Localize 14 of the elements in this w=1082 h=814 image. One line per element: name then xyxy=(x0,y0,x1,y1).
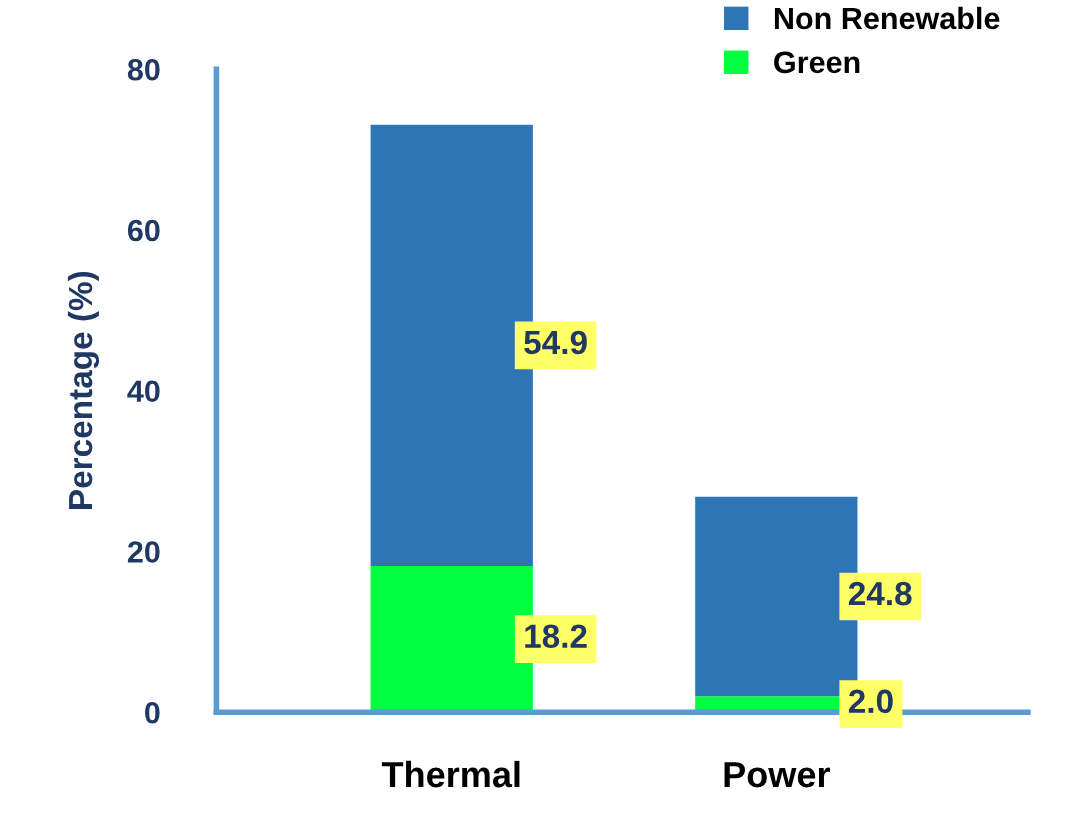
data-label: 18.2 xyxy=(525,624,587,649)
legend-label: Non Renewable xyxy=(774,6,1000,30)
data-label: 54.9 xyxy=(524,330,587,355)
y-tick-label: 40 xyxy=(127,380,160,403)
y-axis-title: Percentage (%) xyxy=(67,271,100,509)
x-tick-label: Power xyxy=(724,762,830,788)
y-tick-label: 80 xyxy=(127,58,160,81)
y-tick-label: 60 xyxy=(127,219,160,242)
y-tick-label: 20 xyxy=(127,541,160,563)
data-label: 2.0 xyxy=(848,689,893,714)
x-tick-label: Thermal xyxy=(381,760,520,788)
y-tick-label: 0 xyxy=(145,701,160,724)
legend-label: Green xyxy=(774,51,860,74)
data-label: 24.8 xyxy=(848,581,912,606)
